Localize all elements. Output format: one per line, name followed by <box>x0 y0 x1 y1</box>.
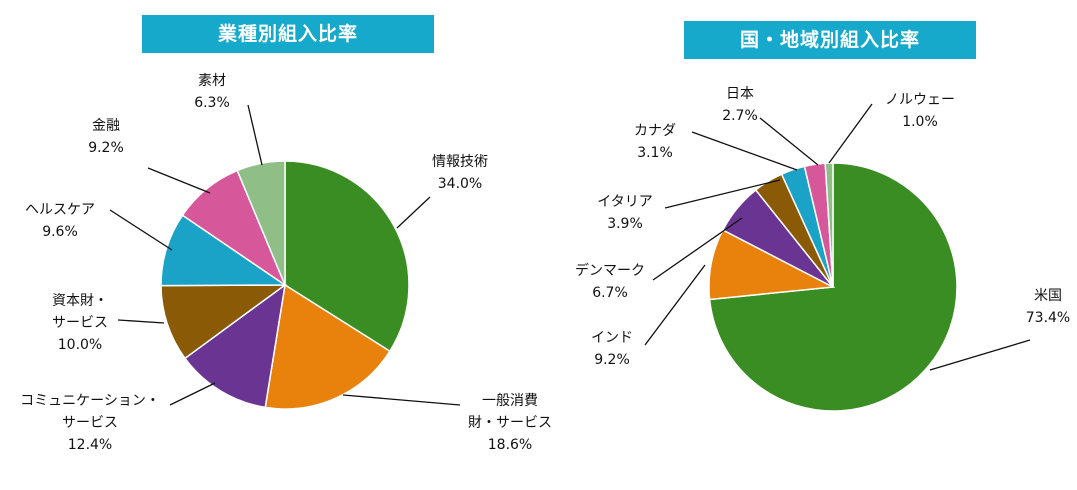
pie-1-leader-5 <box>759 117 819 166</box>
pie-0-slice-1 <box>264 283 391 410</box>
chart-title-country: 国・地域別組入比率 <box>684 21 976 59</box>
pie-0-label-2: コミュニケーション・ <box>20 393 160 409</box>
pie-1-value-1: 9.2% <box>594 352 630 368</box>
pie-1-leader-3 <box>664 179 781 209</box>
pie-0-label-6: 素材 <box>198 73 226 89</box>
pie-1-label-4: カナダ <box>634 123 676 139</box>
pie-0-leader-2 <box>169 382 216 406</box>
country-pie: 米国 73.4% インド 9.2% デンマーク 6.7% イタリア 3.9% カナダ 3.1% 日本… <box>575 86 1070 412</box>
pie-0-value-1: 18.6% <box>488 437 532 453</box>
pie-1-label-6: ノルウェー <box>885 92 955 108</box>
pie-0-leader-5 <box>147 167 211 194</box>
pie-0-value-5: 9.2% <box>88 140 124 156</box>
pie-0-label-4: ヘルスケア <box>25 202 95 218</box>
sector-pie: 情報技術34.0%一般消費財・サービス18.6%コミュニケーション・サービス12… <box>20 73 552 453</box>
pie-0-leader-4 <box>109 209 173 251</box>
pie-1-label-2: デンマーク <box>575 262 645 279</box>
pie-0-label-1: 財・サービス <box>468 415 552 431</box>
pie-1-label-1: インド <box>591 330 633 346</box>
pie-0-slice-2 <box>183 283 287 409</box>
pie-1-leader-4 <box>691 131 798 171</box>
pie-1-value-6: 1.0% <box>902 114 938 130</box>
pie-1-value-3: 3.9% <box>607 216 643 232</box>
pie-1-value-0: 73.4% <box>1026 310 1070 326</box>
pie-0-label-1: 一般消費 <box>482 393 538 409</box>
pie-0-value-0: 34.0% <box>438 176 482 192</box>
pie-0-value-6: 6.3% <box>194 95 230 111</box>
pie-1-label-0: 米国 <box>1034 288 1062 304</box>
pie-0-value-4: 9.6% <box>42 224 78 240</box>
pie-1-leader-1 <box>644 264 706 346</box>
pie-1-label-3: イタリア <box>597 194 652 210</box>
pie-0-leader-6 <box>247 104 263 166</box>
pie-0-value-3: 10.0% <box>58 337 102 353</box>
pie-0-leader-0 <box>396 196 431 229</box>
pie-1-leader-2 <box>652 217 743 281</box>
pie-1-label-5: 日本 <box>726 86 754 102</box>
chart-title-sector: 業種別組入比率 <box>142 15 434 53</box>
pie-0-label-0: 情報技術 <box>432 154 488 170</box>
pie-0-leader-1 <box>342 394 461 406</box>
pie-0-label-5: 金融 <box>92 118 120 134</box>
pie-0-leader-3 <box>117 319 165 324</box>
pie-1-value-2: 6.7% <box>592 285 628 301</box>
pie-1-value-5: 2.7% <box>722 108 758 124</box>
pie-0-slice-3 <box>160 284 288 360</box>
pie-0-label-2: サービス <box>62 415 118 431</box>
pie-0-slice-4 <box>160 214 288 287</box>
pie-1-leader-6 <box>828 103 873 164</box>
pie-1-value-4: 3.1% <box>637 145 673 161</box>
pie-0-label-3: 資本財・ <box>52 293 108 309</box>
pie-0-value-2: 12.4% <box>68 437 112 453</box>
pie-0-slice-6 <box>236 160 286 286</box>
pie-0-slice-0 <box>284 160 410 353</box>
pie-0-label-3: サービス <box>52 315 108 331</box>
pie-1-leader-0 <box>929 339 1031 371</box>
